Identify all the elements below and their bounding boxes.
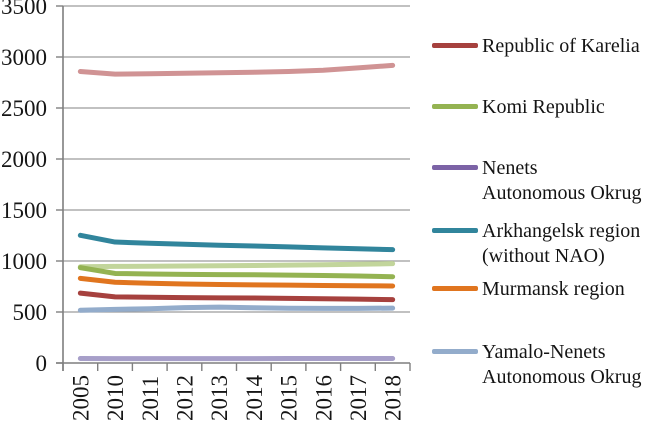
legend-swatch-line [432,165,478,170]
x-axis-tick-label: 2013 [207,375,232,421]
y-axis-tick-label: 1000 [1,249,47,274]
x-axis-tick-label: 2011 [138,376,163,421]
legend-label: Nenets Autonomous Okrug [482,157,642,204]
y-axis-tick-label: 3000 [1,45,47,70]
series-line-unlabeled-7 [77,62,396,77]
legend-label: Komi Republic [482,96,605,118]
legend-swatch-line [432,349,478,354]
x-axis-tick-label: 2014 [242,375,267,422]
x-axis-tick-label: 2017 [346,375,371,421]
y-axis-tick-label: 500 [13,300,48,325]
x-axis-tick-label: 2010 [103,375,128,421]
y-axis-tick-label: 3500 [1,0,47,19]
legend-label: Republic of Karelia [482,35,640,57]
legend-swatch-line [432,104,478,109]
y-axis-tick-label: 1500 [1,198,47,223]
legend-label: Yamalo-Nenets Autonomous Okrug [482,341,642,388]
x-axis-tick-label: 2012 [172,375,197,421]
x-axis-tick-label: 2018 [381,375,406,421]
legend-item: Nenets Autonomous Okrug [432,156,641,206]
series-line-yamalo-nenets [77,304,396,313]
legend-label: Arkhangelsk region (without NAO) [482,220,641,267]
y-axis-tick-label: 2000 [1,147,47,172]
series-line-arkhangelsk-region [77,232,396,253]
series-line-republic-of-karelia [77,290,396,303]
x-axis-tick-label: 2016 [311,375,336,421]
legend-item: Yamalo-Nenets Autonomous Okrug [432,340,641,390]
series-line-murmansk-region [77,275,396,289]
legend-swatch-line [432,228,478,233]
y-axis-tick-label: 0 [36,351,48,376]
legend-item: Arkhangelsk region (without NAO) [432,219,640,269]
series-line-unlabeled-8 [77,261,396,270]
legend-item: Murmansk region [432,277,625,302]
legend: Republic of Karelia Komi Republic Nenets A… [432,0,654,422]
legend-swatch-line [432,43,478,48]
x-axis-tick-label: 2015 [277,375,302,421]
legend-swatch-line [432,286,478,291]
legend-item: Republic of Karelia [432,34,640,59]
series-line-komi-republic [77,265,396,280]
x-axis-tick-label: 2005 [68,375,93,421]
legend-item: Komi Republic [432,95,605,120]
y-axis-tick-label: 2500 [1,96,47,121]
legend-label: Murmansk region [482,278,625,300]
